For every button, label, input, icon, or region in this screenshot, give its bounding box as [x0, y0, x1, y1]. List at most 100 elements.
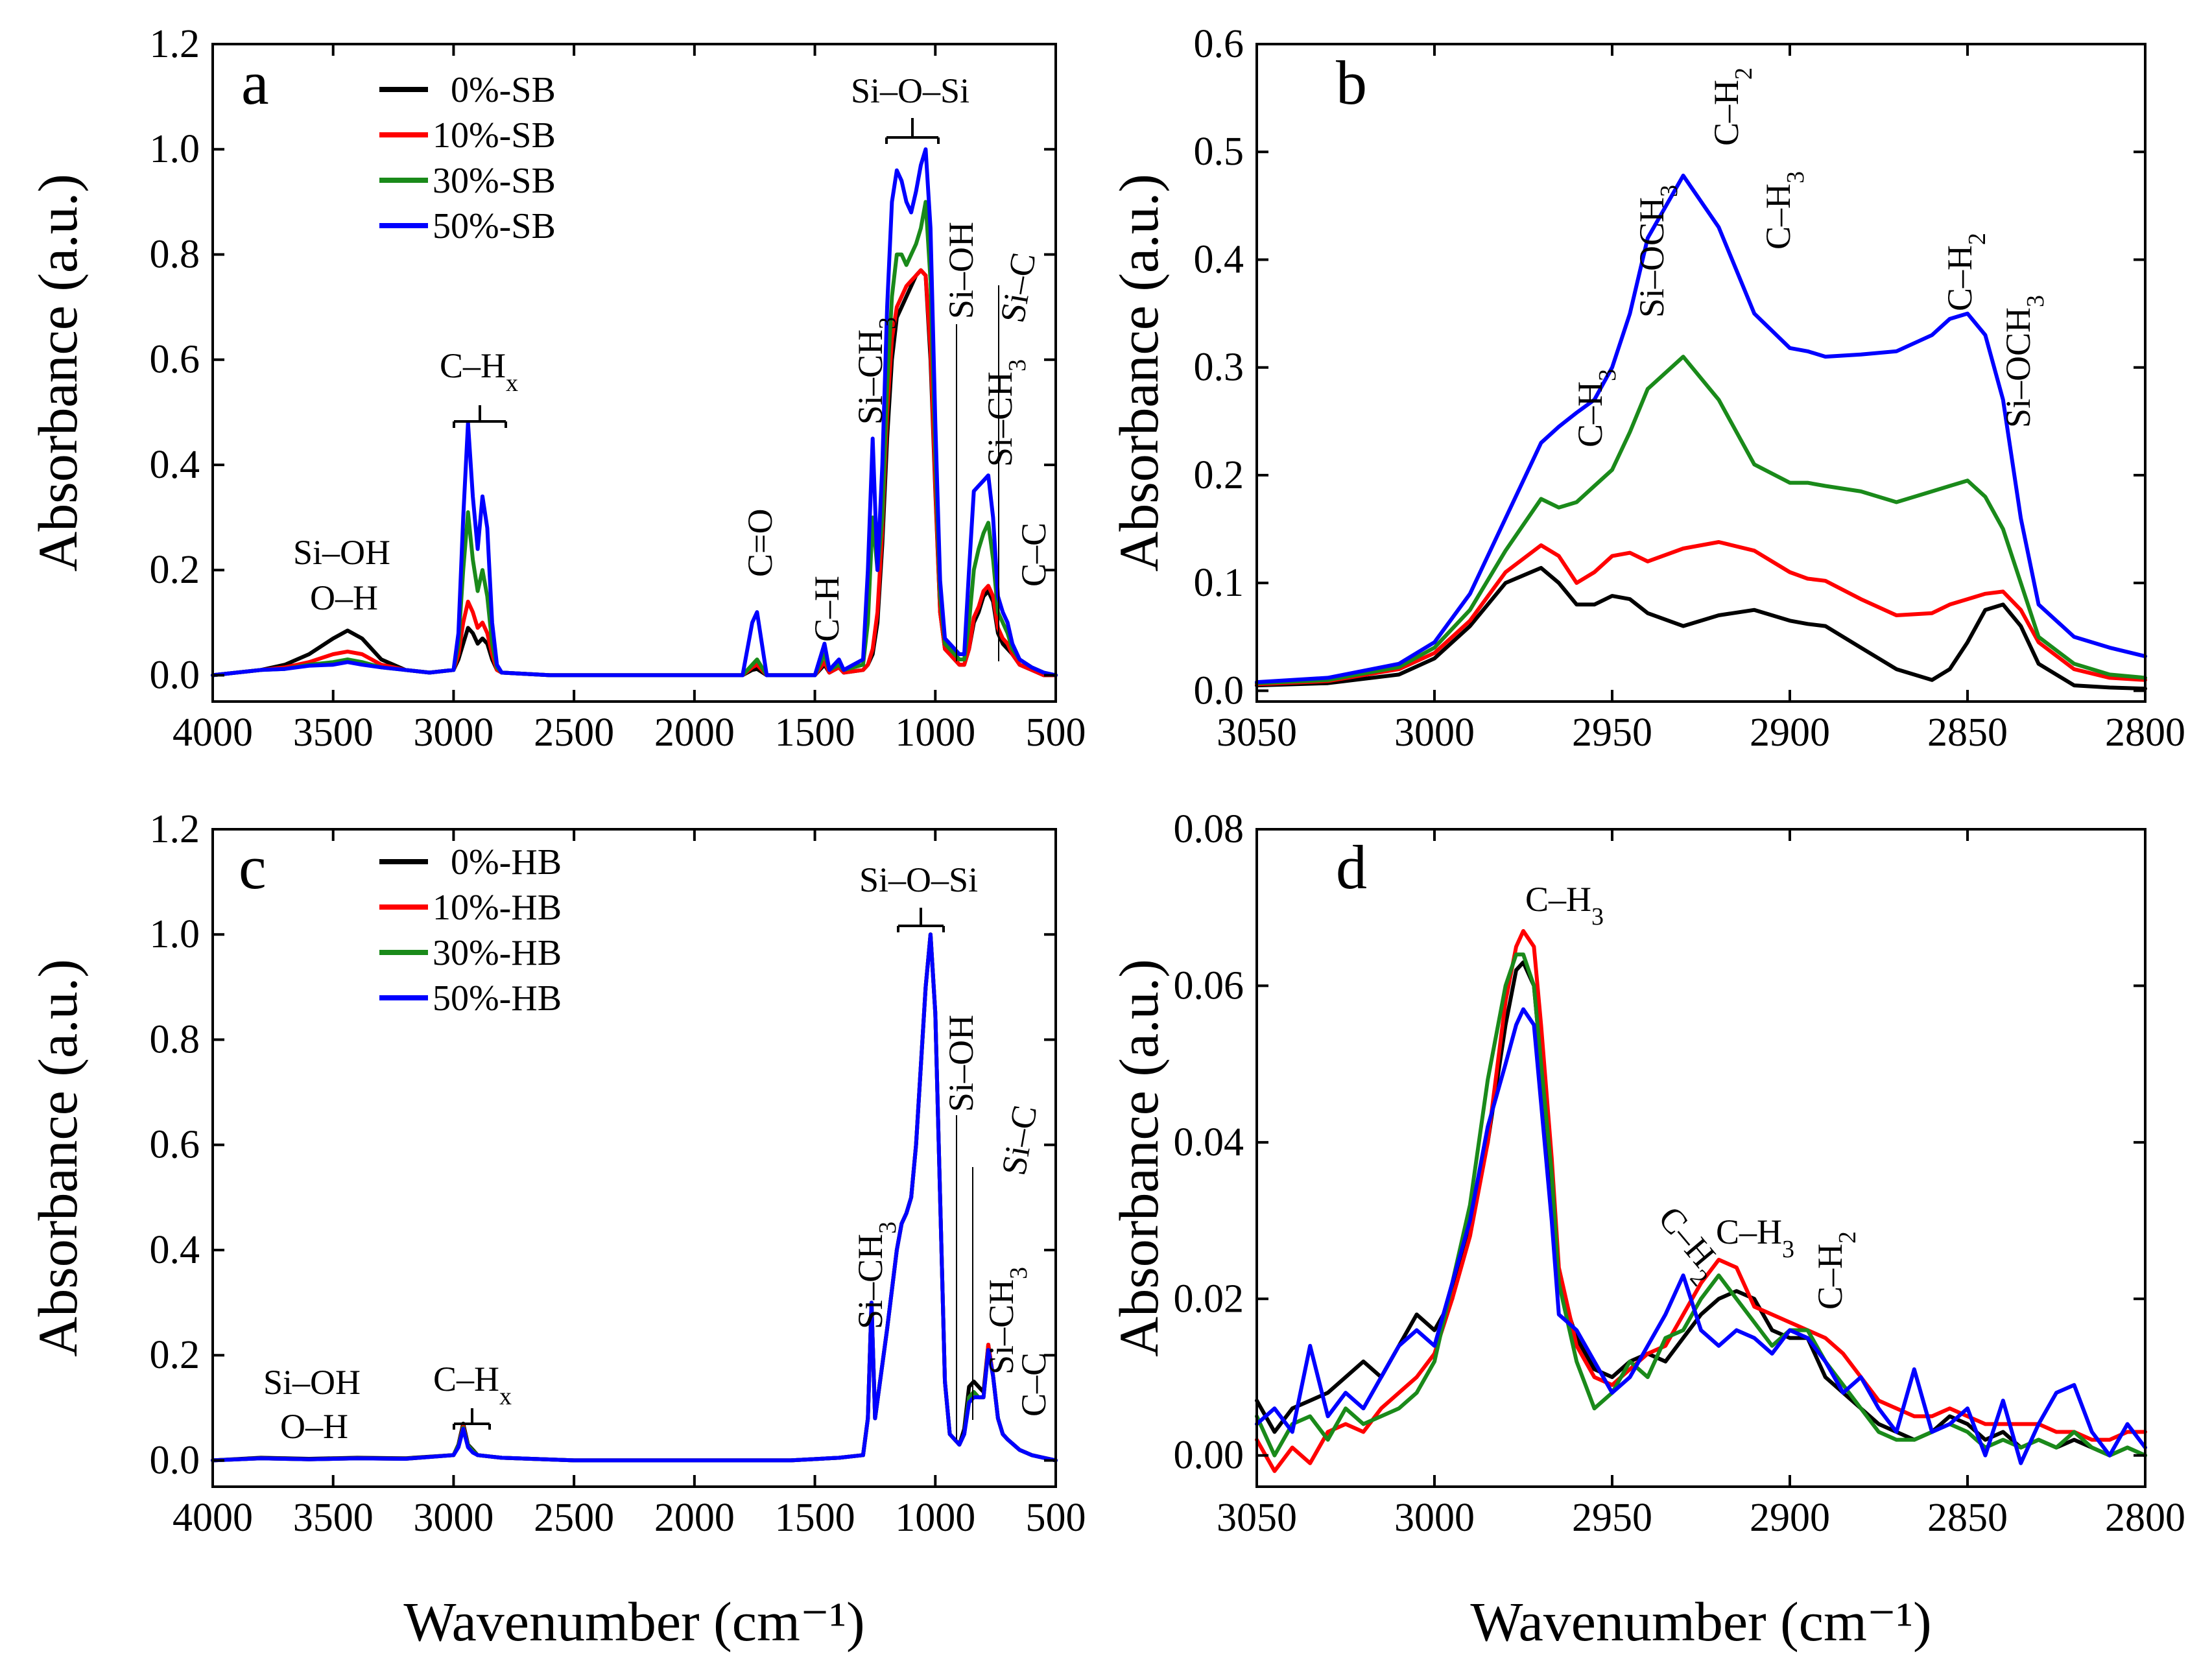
anno-a-co: C=O	[741, 509, 779, 577]
panel-d-frame	[1255, 828, 2147, 1488]
ytick-label-a-5: 1.0	[150, 127, 200, 171]
xtick-label-c-4: 2000	[654, 1496, 735, 1540]
series-c-50pct-hb	[211, 932, 1058, 1463]
anno-a-chx-bracket	[453, 405, 507, 428]
series-a-50pct-sb	[211, 147, 1058, 678]
anno-a-siosi-bracket	[885, 118, 940, 144]
panel-a-ylabel: Absorbance (a.u.)	[27, 174, 89, 572]
panel-a-legend: 0%-SB 10%-SB 30%-SB 50%-SB	[379, 70, 556, 246]
anno-b-ch2-right: C–H2	[1940, 233, 1991, 311]
xtick-label-a-5: 1500	[775, 711, 855, 755]
anno-c-cc: C–C	[1014, 1352, 1053, 1417]
panel-b: 3050 3000 2950 2900 2850 2800 0.0 0.1 0.2 0.3 0.4 0…	[1108, 22, 2185, 755]
panel-a: 4000 3500 3000 2500 2000 1500 1000 500 0.0 0.2 0.4…	[27, 22, 1086, 755]
anno-a-ch: C–H	[807, 576, 846, 642]
anno-b-ch3-left: C–H3	[1571, 369, 1621, 447]
panel-b-series	[1255, 173, 2147, 691]
ytick-label-a-1: 0.2	[150, 548, 200, 592]
panel-b-annotations: C–H3 Si–OCH3 C–H2 C–H3 C–H2 Si–OCH3	[1571, 67, 2049, 447]
panel-c-ticks: 4000 3500 3000 2500 2000 1500 1000 500 0.0 0.2 0.4…	[150, 807, 1086, 1540]
xtick-label-d-5: 2800	[2105, 1496, 2185, 1540]
anno-a-chx: C–Hx	[440, 346, 518, 397]
ytick-label-b-6: 0.6	[1194, 22, 1244, 66]
anno-b-ch3-mid: C–H3	[1759, 171, 1809, 250]
anno-c-siosi: Si–O–Si	[859, 860, 978, 899]
xtick-label-d-0: 3050	[1217, 1496, 1297, 1540]
anno-a-sich3: Si–CH3	[851, 317, 901, 425]
legend-c-label-1: 10%-HB	[433, 888, 562, 928]
anno-c-chx: C–Hx	[433, 1360, 512, 1410]
xtick-label-c-5: 1500	[775, 1496, 855, 1540]
ytick-label-b-1: 0.1	[1194, 561, 1244, 605]
ytick-label-c-2: 0.4	[150, 1228, 200, 1272]
series-b-30pct-sb	[1255, 355, 2147, 685]
ytick-label-b-3: 0.3	[1194, 346, 1244, 390]
legend-a-label-2: 30%-SB	[433, 161, 556, 201]
anno-a-cc: C–C	[1014, 523, 1053, 587]
ytick-label-d-1: 0.02	[1174, 1277, 1244, 1321]
xtick-label-a-4: 2000	[654, 711, 735, 755]
xtick-label-b-0: 3050	[1217, 711, 1297, 755]
anno-c-sioh: Si–OH	[263, 1363, 361, 1402]
anno-b-ch2-top: C–H2	[1707, 67, 1757, 146]
legend-c-label-3: 50%-HB	[433, 978, 562, 1019]
series-d-50pct-hb	[1255, 1007, 2147, 1465]
xtick-label-a-7: 500	[1026, 711, 1086, 755]
ytick-label-b-4: 0.4	[1194, 237, 1244, 281]
ytick-label-c-5: 1.0	[150, 912, 200, 956]
anno-d-ch3-b: C–H3	[1716, 1212, 1794, 1263]
ytick-label-d-0: 0.00	[1174, 1434, 1244, 1478]
xtick-label-d-2: 2950	[1572, 1496, 1652, 1540]
panel-a-annotations: Si–OH O–H C–Hx C=O C–H Si–CH3 Si–O–Si Si…	[293, 71, 1053, 661]
anno-c-sic: Si–C	[994, 1102, 1045, 1178]
series-d-10pct-hb	[1255, 928, 2147, 1473]
ytick-label-a-4: 0.8	[150, 232, 200, 276]
ytick-label-d-2: 0.04	[1174, 1120, 1244, 1164]
xtick-label-c-7: 500	[1026, 1496, 1086, 1540]
ytick-label-a-2: 0.4	[150, 443, 200, 487]
xtick-label-a-2: 3000	[413, 711, 494, 755]
panel-d-series	[1255, 928, 2147, 1473]
anno-a-siosi: Si–O–Si	[851, 71, 969, 110]
xtick-label-b-2: 2950	[1572, 711, 1652, 755]
anno-c-oh: O–H	[280, 1407, 348, 1446]
ytick-label-c-0: 0.0	[150, 1438, 200, 1482]
anno-a-oh: O–H	[310, 578, 378, 617]
anno-c-siosi-bracket	[897, 908, 945, 932]
xtick-label-d-1: 3000	[1394, 1496, 1475, 1540]
xtick-label-b-4: 2850	[1927, 711, 2008, 755]
xtick-label-a-0: 4000	[172, 711, 253, 755]
panel-d-ticks: 3050 3000 2950 2900 2850 2800 0.00 0.02 0.04 0.06…	[1174, 807, 2186, 1540]
ytick-label-d-4: 0.08	[1174, 807, 1244, 851]
ytick-label-d-3: 0.06	[1174, 963, 1244, 1008]
xtick-label-b-5: 2800	[2105, 711, 2185, 755]
panel-a-series	[211, 147, 1058, 678]
legend-a-label-0: 0%-SB	[451, 70, 556, 110]
anno-c-sioh2: Si–OH	[942, 1015, 981, 1112]
anno-b-sioch3-right: Si–OCH3	[1999, 295, 2049, 428]
xtick-label-a-6: 1000	[895, 711, 975, 755]
panel-d-letter: d	[1336, 832, 1367, 902]
panel-d-xlabel: Wavenumber (cm⁻¹)	[1470, 1590, 1931, 1653]
panel-c-annotations: Si–OH O–H C–Hx Si–CH3 Si–O–Si Si–OH Si–C…	[263, 860, 1053, 1446]
panel-b-ylabel: Absorbance (a.u.)	[1108, 174, 1170, 572]
xtick-label-c-6: 1000	[895, 1496, 975, 1540]
panel-a-letter: a	[241, 48, 269, 117]
legend-a-label-1: 10%-SB	[433, 115, 556, 156]
anno-a-sioh: Si–OH	[293, 533, 390, 572]
ytick-label-c-4: 0.8	[150, 1017, 200, 1061]
panel-b-frame	[1255, 43, 2147, 703]
series-b-0pct-sb	[1255, 565, 2147, 691]
panel-b-ticks: 3050 3000 2950 2900 2850 2800 0.0 0.1 0.2 0.3 0.4 0…	[1194, 22, 2186, 755]
anno-d-ch3-main: C–H3	[1525, 880, 1604, 930]
xtick-label-c-2: 3000	[413, 1496, 494, 1540]
series-d-30pct-hb	[1255, 952, 2147, 1458]
anno-b-sioch3-left: Si–OCH3	[1632, 185, 1683, 318]
anno-a-sic: Si–C	[993, 250, 1043, 325]
legend-c-label-0: 0%-HB	[451, 842, 562, 882]
anno-c-chx-bracket	[453, 1408, 491, 1430]
panel-a-ticks: 4000 3500 3000 2500 2000 1500 1000 500 0.0 0.2 0.4…	[150, 22, 1086, 755]
panel-c-xlabel: Wavenumber (cm⁻¹)	[403, 1590, 864, 1653]
anno-a-sich3b: Si–CH3	[981, 359, 1031, 467]
